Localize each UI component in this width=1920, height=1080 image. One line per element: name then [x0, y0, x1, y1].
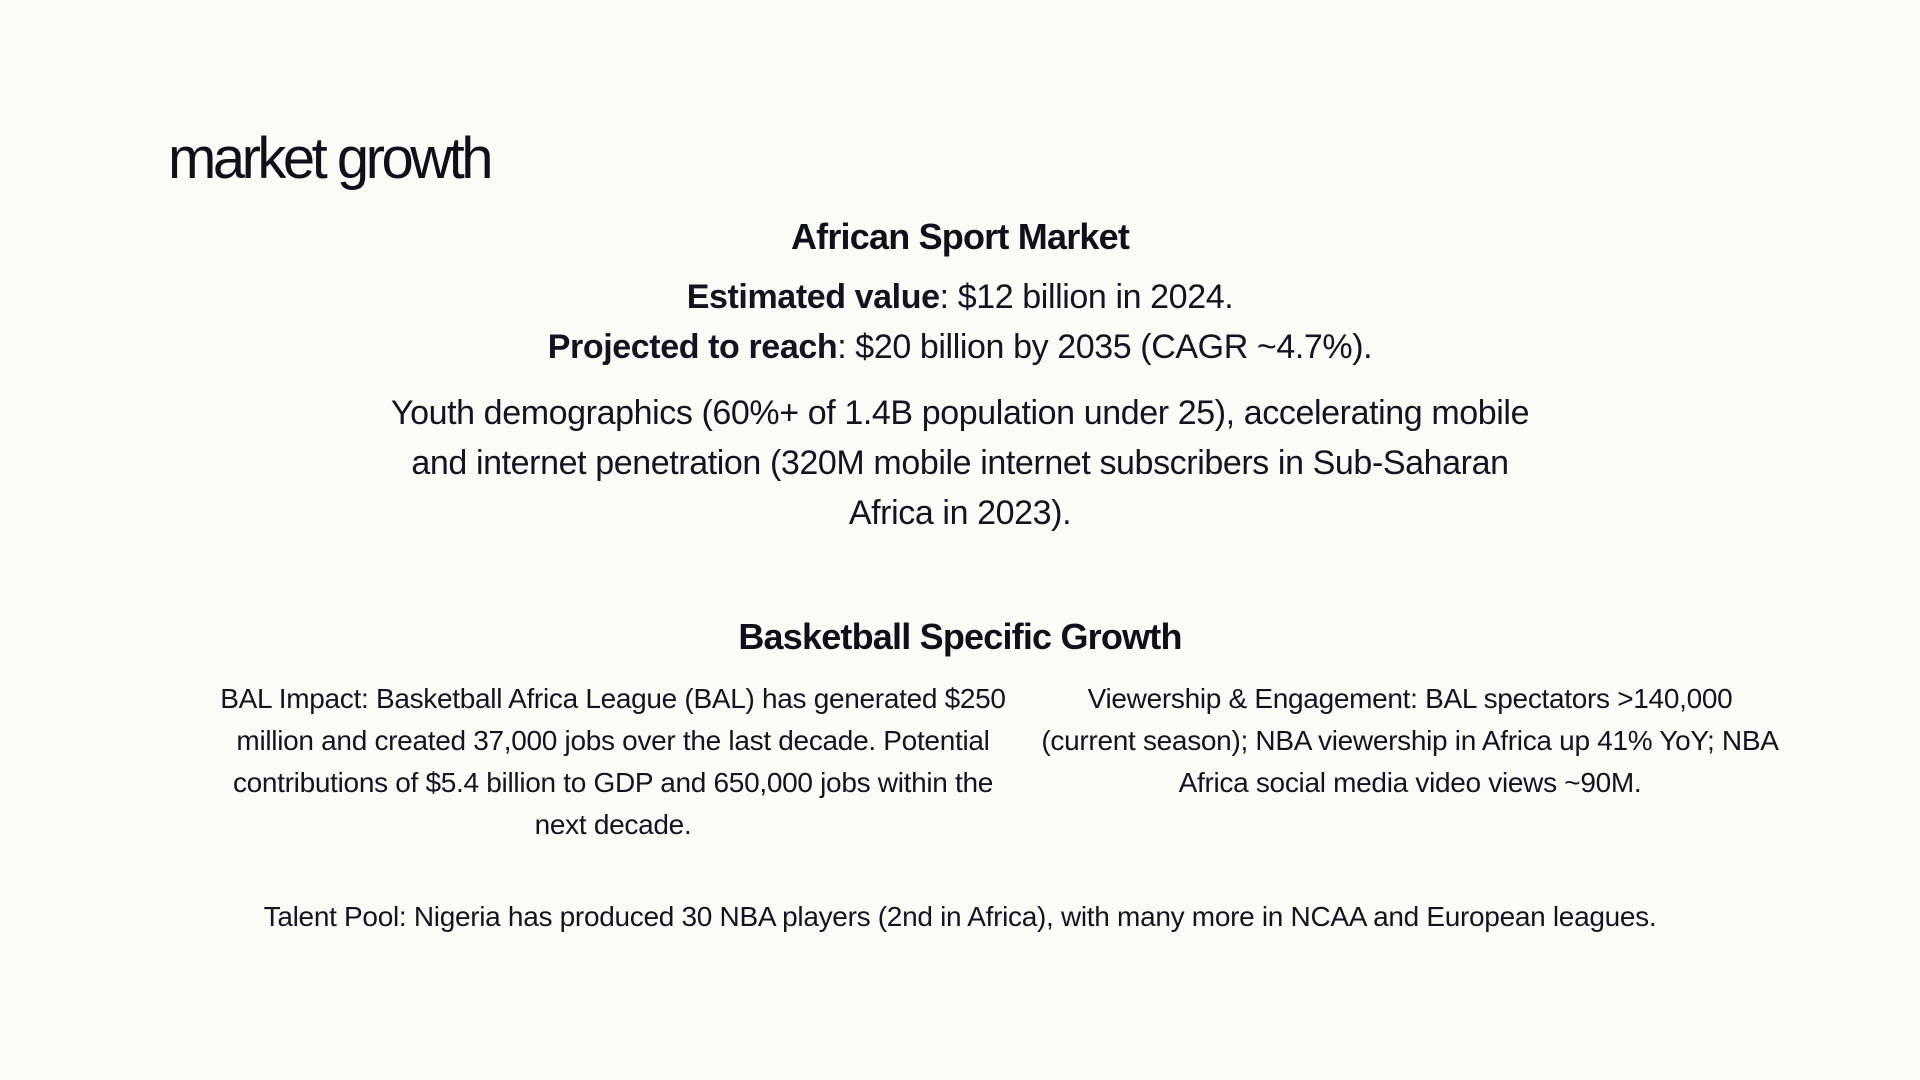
bal-impact-text: BAL Impact: Basketball Africa League (BA…: [220, 683, 1006, 840]
projected-value-label: Projected to reach: [547, 328, 838, 366]
page-title: market growth: [168, 126, 493, 191]
viewership-text: Viewership & Engagement: BAL spectators …: [1041, 683, 1779, 798]
african-sport-market-heading: African Sport Market: [790, 216, 1130, 257]
basketball-growth-columns: BAL Impact: Basketball Africa League (BA…: [0, 678, 1920, 858]
basketball-growth-heading: Basketball Specific Growth: [738, 616, 1182, 657]
talent-pool-text: Talent Pool: Nigeria has produced 30 NBA…: [263, 901, 1657, 932]
estimated-value-label: Estimated value: [686, 278, 940, 316]
estimated-value-line: Estimated value: $12 billion in 2024.: [0, 272, 1920, 322]
basketball-growth-section: Basketball Specific Growth: [0, 612, 1920, 662]
projected-value-line: Projected to reach: $20 billion by 2035 …: [0, 322, 1920, 372]
african-sport-market-section: African Sport Market Estimated value: $1…: [0, 212, 1920, 538]
market-stats: Estimated value: $12 billion in 2024. Pr…: [0, 272, 1920, 372]
youth-demographics-text: Youth demographics (60%+ of 1.4B populat…: [390, 394, 1530, 532]
estimated-value-text: : $12 billion in 2024.: [939, 278, 1234, 316]
projected-value-text: : $20 billion by 2035 (CAGR ~4.7%).: [837, 328, 1373, 366]
